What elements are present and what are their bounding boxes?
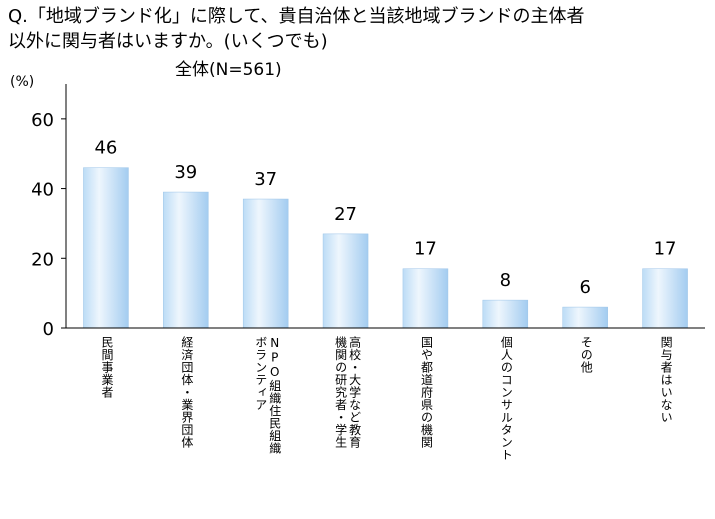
bar bbox=[163, 191, 209, 329]
question-title: Q.「地域ブランド化」に際して、貴自治体と当該地域ブランドの主体者 以外に関与者… bbox=[8, 4, 708, 54]
bar-value-label: 17 bbox=[414, 239, 437, 260]
bar-value-label: 46 bbox=[94, 138, 117, 159]
bar bbox=[242, 198, 289, 329]
y-tick-label: 40 bbox=[31, 180, 54, 201]
bar-value-label: 6 bbox=[579, 277, 590, 298]
bar bbox=[83, 167, 129, 329]
bar bbox=[642, 268, 688, 329]
bar-value-label: 37 bbox=[254, 169, 277, 190]
bar-value-label: 8 bbox=[500, 270, 511, 291]
x-tick-label: 高校・大学など教育 機関の研究者・学生 bbox=[333, 336, 362, 449]
y-tick-label: 0 bbox=[43, 319, 54, 340]
bar bbox=[322, 233, 369, 329]
bar-value-label: 17 bbox=[654, 239, 677, 260]
bar-value-label: 39 bbox=[174, 162, 197, 183]
x-tick-label: その他 bbox=[579, 336, 594, 374]
chart-subtitle: 全体(N=561) bbox=[175, 60, 282, 80]
x-tick-label: 個人のコンサルタント bbox=[499, 336, 514, 461]
bar bbox=[562, 306, 608, 329]
bar-value-label: 27 bbox=[334, 204, 357, 225]
x-tick-label: 民間事業者 bbox=[99, 336, 114, 399]
bar bbox=[402, 268, 449, 329]
question-line-1: Q.「地域ブランド化」に際して、貴自治体と当該地域ブランドの主体者 bbox=[8, 6, 585, 27]
y-tick-label: 60 bbox=[31, 110, 54, 131]
x-tick-label: 経済団体・業界団体 bbox=[179, 336, 194, 449]
x-tick-label: 関与者はいない bbox=[659, 336, 674, 424]
y-axis-unit: (%) bbox=[10, 74, 35, 90]
y-tick-label: 20 bbox=[31, 249, 54, 270]
x-tick-label: 国や都道府県の機関 bbox=[419, 336, 434, 449]
x-tick-label: NPO組織住民組織 ボランティア bbox=[253, 336, 282, 455]
bar bbox=[482, 299, 529, 329]
question-line-2: 以外に関与者はいますか。(いくつでも) bbox=[8, 31, 328, 52]
